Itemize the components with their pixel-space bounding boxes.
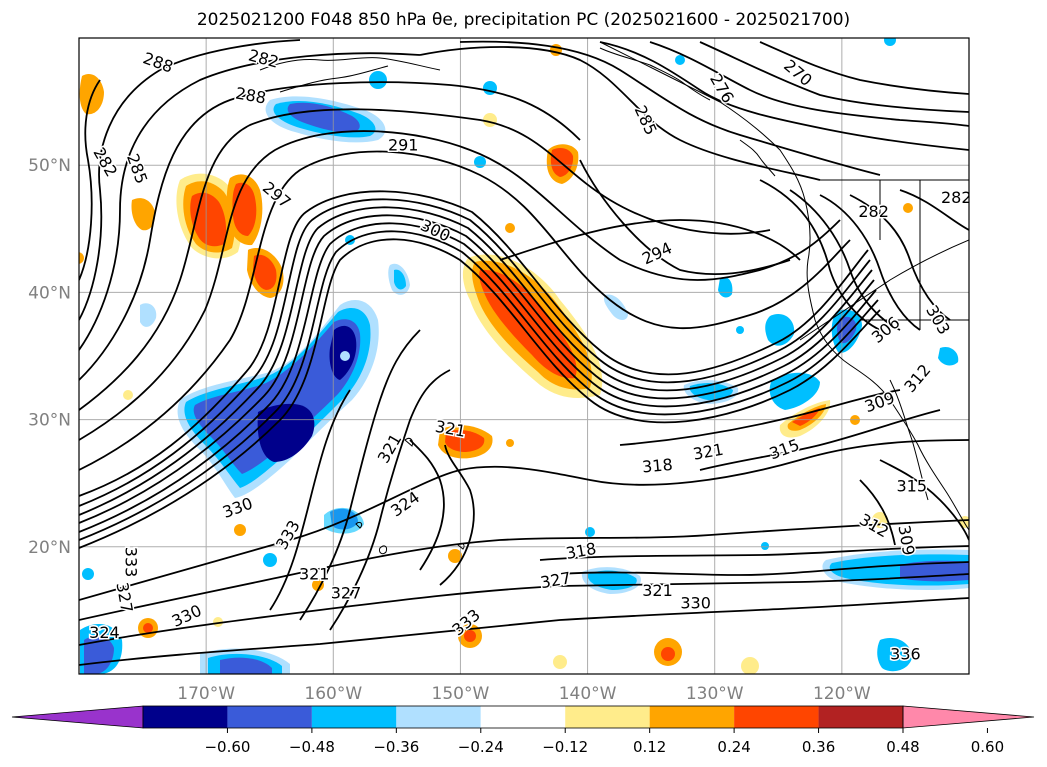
map-frame bbox=[78, 37, 970, 675]
contour-label: 336 bbox=[890, 644, 921, 663]
contour-label: 321 bbox=[642, 581, 673, 600]
colorbar-tick-label: 0.60 bbox=[971, 738, 1004, 756]
colorbar-tick-label: −0.36 bbox=[373, 738, 419, 756]
theta-e-contours bbox=[79, 39, 969, 666]
lat-tick-label: 50°N bbox=[28, 156, 71, 176]
contour-label: 282 bbox=[858, 202, 889, 221]
colorbar-tick-label: 0.12 bbox=[633, 738, 666, 756]
lat-tick-label: 20°N bbox=[28, 538, 71, 558]
colorbar-tick-label: 0.24 bbox=[717, 738, 750, 756]
contour-label: 327 bbox=[539, 568, 572, 592]
lon-tick-label: 130°W bbox=[686, 684, 744, 704]
contour-label: 291 bbox=[388, 136, 419, 155]
colorbar-segment bbox=[734, 706, 819, 728]
lon-tick-label: 170°W bbox=[177, 684, 235, 704]
colorbar-tick-label: −0.12 bbox=[542, 738, 588, 756]
contour-label: 330 bbox=[680, 594, 711, 613]
colorbar-segment bbox=[311, 706, 397, 728]
colorbar-extend-min bbox=[11, 705, 144, 729]
lon-tick-label: 150°W bbox=[432, 684, 490, 704]
contour-label: 324 bbox=[89, 623, 120, 642]
colorbar-segment bbox=[396, 706, 481, 728]
colorbar-segment bbox=[565, 706, 650, 728]
colorbar-tick-label: −0.60 bbox=[204, 738, 250, 756]
lat-tick-labels: 20°N 30°N 40°N 50°N bbox=[28, 156, 71, 558]
lat-tick-label: 40°N bbox=[28, 283, 71, 303]
lat-tick-label: 30°N bbox=[28, 411, 71, 431]
colorbar-segment bbox=[649, 706, 735, 728]
contour-label: 333 bbox=[121, 547, 140, 578]
colorbar-tick-label: 0.48 bbox=[886, 738, 919, 756]
colorbar-tick-label: −0.48 bbox=[289, 738, 335, 756]
contour-label: 327 bbox=[331, 583, 362, 602]
lon-tick-label: 160°W bbox=[304, 684, 362, 704]
colorbar-segment bbox=[227, 706, 312, 728]
colorbar-outline bbox=[142, 705, 904, 729]
colorbar-segment bbox=[818, 706, 903, 728]
colorbar-segment bbox=[480, 706, 566, 728]
colorbar-extend-max bbox=[902, 705, 1035, 729]
map-title: 2025021200 F048 850 hPa θe, precipitatio… bbox=[196, 10, 851, 30]
coastlines bbox=[259, 41, 969, 555]
lon-tick-label: 140°W bbox=[559, 684, 617, 704]
contour-label: 282 bbox=[941, 188, 972, 207]
contour-label: 318 bbox=[641, 455, 673, 477]
lon-tick-labels: 170°W 160°W 150°W 140°W 130°W 120°W bbox=[177, 684, 871, 704]
colorbar-segment bbox=[143, 706, 228, 728]
colorbar: −0.60 −0.48 −0.36 −0.24 −0.12 0.12 0.24 0.36 0.4… bbox=[11, 705, 1035, 756]
contour-label: 321 bbox=[299, 564, 330, 583]
contour-label: 315 bbox=[897, 477, 928, 496]
lon-tick-label: 120°W bbox=[813, 684, 871, 704]
colorbar-tick-label: −0.24 bbox=[458, 738, 504, 756]
colorbar-tick-label: 0.36 bbox=[802, 738, 835, 756]
